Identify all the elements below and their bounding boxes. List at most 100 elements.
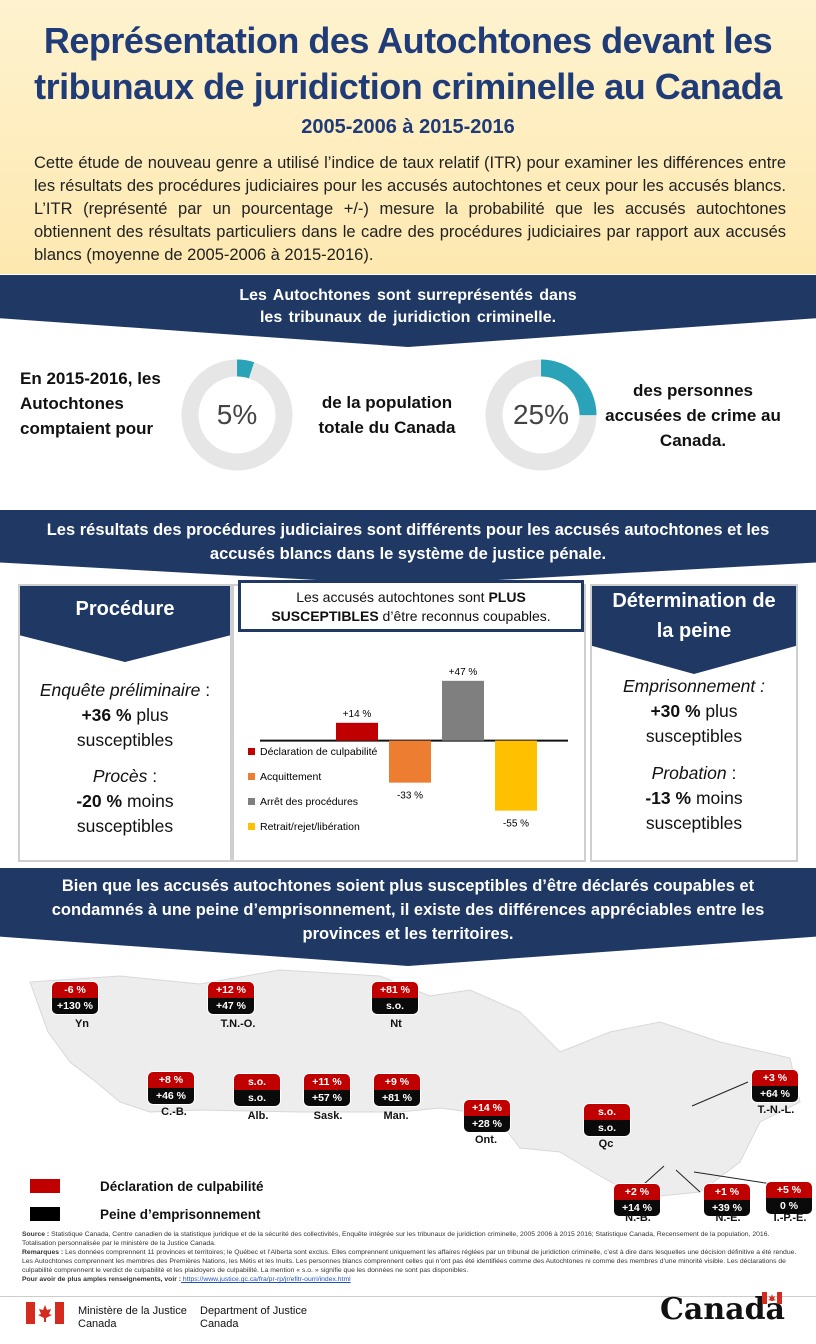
likelihood-word: susceptibles [76, 816, 174, 836]
page-title: Représentation des Autochtones devant le… [0, 18, 816, 110]
accused-share-label: 25% [512, 399, 570, 430]
comparison-word: moins [122, 791, 174, 811]
prison-swatch [30, 1207, 60, 1221]
region-badge: +2 % +14 % [614, 1184, 660, 1216]
map-legend-prison: Peine d’emprisonnement [30, 1200, 264, 1228]
region-label: Qc [598, 1138, 614, 1150]
legend-swatch [248, 798, 255, 805]
guilty-value: +3 % [752, 1070, 798, 1086]
population-mid-text: de la population totale du Canada [318, 393, 456, 437]
region-badge: +5 % 0 % [766, 1182, 812, 1214]
region-badge: +8 % +46 % [148, 1072, 194, 1104]
likelihood-word: susceptibles [645, 813, 743, 833]
legend-label: Retrait/rejet/libération [260, 821, 360, 833]
donut-arc [181, 359, 293, 471]
donut-arc [485, 359, 597, 471]
section2-banner-line2: accusés blancs dans le système de justic… [209, 545, 607, 563]
canada-map: -6 % +130 % Yn +12 % +47 % T.N.-O. +81 % s.o. Nt… [0, 962, 816, 1226]
population-intro-text: En 2015-2016, les Autochtones comptaient… [20, 369, 161, 438]
label-colon: : [147, 766, 158, 786]
guilty-value: +14 % [464, 1100, 510, 1116]
trial-stat: Procès : -20 % moins susceptibles [20, 764, 230, 839]
accused-share-text: des personnes accusées de crime au Canad… [605, 381, 781, 450]
canada-flag-icon [26, 1302, 64, 1324]
region-label: Nt [390, 1018, 402, 1030]
region-badge: s.o. s.o. [584, 1104, 630, 1136]
prison-value: s.o. [372, 998, 418, 1014]
section2-banner-line1: Les résultats des procédures judiciaires… [46, 521, 770, 539]
dept-en-line2: Canada [200, 1318, 239, 1330]
region-label: T.N.-O. [220, 1018, 256, 1030]
prison-value: +64 % [752, 1086, 798, 1102]
wordmark-flag-icon [762, 1292, 782, 1304]
more-info-label: Pour avoir de plus amples renseignements… [22, 1276, 182, 1283]
title-line-1: Représentation des Autochtones devant le… [43, 20, 773, 61]
legend-swatch [248, 823, 255, 830]
accused-share-donut: 25% [484, 358, 598, 472]
more-info-link[interactable]: https://www.justice.gc.ca/fra/pr-rp/jr/e… [181, 1276, 351, 1283]
label-colon: : [200, 680, 211, 700]
dept-en-line1: Department of Justice [200, 1305, 307, 1317]
likelihood-word: susceptibles [76, 730, 174, 750]
prison-value: +130 % [52, 998, 98, 1014]
comparison-word: plus [131, 705, 169, 725]
prison-value: +39 % [704, 1200, 750, 1216]
population-donut-svg [181, 359, 293, 471]
region-badge: +12 % +47 % [208, 982, 254, 1014]
sentencing-title: Détermination de la peine [592, 586, 796, 674]
likelihood-word: susceptibles [645, 726, 743, 746]
remarks-label: Remarques : [22, 1249, 64, 1256]
guilty-value: +8 % [148, 1072, 194, 1088]
probation-value: -13 % [645, 788, 692, 808]
imprisonment-label: Emprisonnement : [622, 676, 765, 696]
map-legend-guilty: Déclaration de culpabilité [30, 1172, 264, 1200]
comparison-word: plus [700, 701, 738, 721]
bar-value-label: -55 % [503, 819, 529, 830]
trial-value: -20 % [76, 791, 123, 811]
header-banner: Représentation des Autochtones devant le… [0, 0, 816, 274]
section2-banner: Les résultats des procédures judiciaires… [0, 510, 816, 585]
guilty-value: +5 % [766, 1182, 812, 1198]
prison-value: +47 % [208, 998, 254, 1014]
region-label: Î.-P.-É. [773, 1212, 807, 1224]
callout-text-post: d’être reconnus coupables. [378, 608, 551, 624]
procedure-panel: Procédure Enquête préliminaire : +36 % p… [18, 584, 232, 862]
region-label: Man. [383, 1110, 409, 1122]
region-badge: s.o. s.o. [234, 1074, 280, 1106]
section1-banner-line2: les tribunaux de juridiction criminelle. [259, 309, 557, 326]
legend-label: Acquittement [260, 771, 321, 783]
bar-value-label: +14 % [343, 709, 372, 720]
remarks-text: Les données comprennent 11 provinces et … [22, 1249, 797, 1274]
prison-value: +14 % [614, 1200, 660, 1216]
region-label: Yn [74, 1018, 90, 1030]
prison-legend-label: Peine d’emprisonnement [100, 1206, 261, 1222]
probation-stat: Probation : -13 % moins susceptibles [592, 761, 796, 836]
ns-leader-line [675, 1169, 701, 1193]
trial-label: Procès [92, 766, 148, 786]
guilty-value: +1 % [704, 1184, 750, 1200]
prison-value: +46 % [148, 1088, 194, 1104]
region-badge: +9 % +81 % [374, 1074, 420, 1106]
bar-2 [389, 740, 431, 783]
prison-value: 0 % [766, 1198, 812, 1214]
accused-donut-svg [485, 359, 597, 471]
sentencing-title-line2: la peine [656, 620, 732, 642]
guilty-swatch [30, 1179, 60, 1193]
outcomes-bar-chart: +14 % -33 % +47 % -55 % Déclaration de culpa… [248, 667, 568, 833]
legend-label: Déclaration de culpabilité [260, 746, 377, 758]
section3-banner-line3: provinces et les territoires. [302, 925, 514, 943]
guilty-value: s.o. [584, 1104, 630, 1120]
comparison-word: moins [691, 788, 743, 808]
region-label: Alb. [247, 1110, 269, 1122]
region-label: N.-B. [625, 1212, 651, 1224]
footer-divider [0, 1296, 816, 1297]
bar-value-label: +47 % [449, 667, 478, 678]
region-badge: +14 % +28 % [464, 1100, 510, 1132]
bar-1 [336, 722, 378, 741]
conviction-callout: Les accusés autochtones sont PLUS SUSCEP… [238, 580, 584, 632]
nl-leader-line [691, 1081, 749, 1107]
region-label: Ont. [475, 1134, 497, 1146]
bar-3 [442, 680, 484, 741]
legend-swatch [248, 773, 255, 780]
prison-value: +57 % [304, 1090, 350, 1106]
